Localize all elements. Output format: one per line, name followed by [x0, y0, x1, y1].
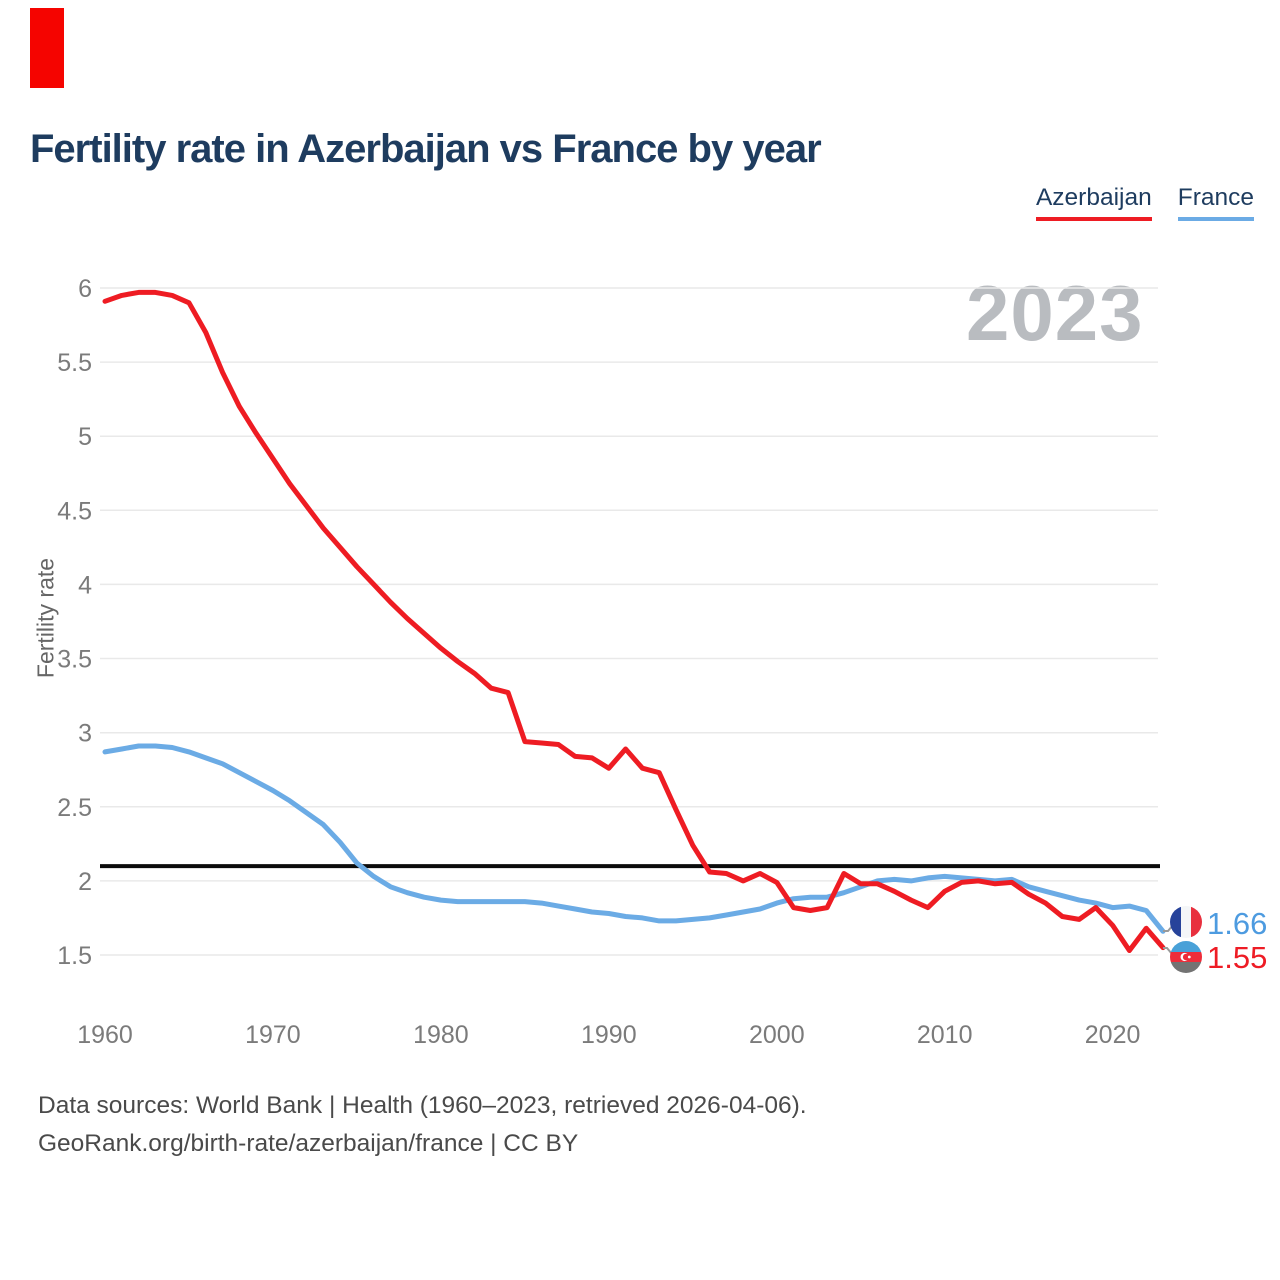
y-tick-label: 5: [78, 423, 92, 451]
end-value-azerbaijan: 1.55: [1207, 940, 1268, 975]
y-tick-label: 3: [78, 720, 92, 748]
france-flag-icon: [1170, 906, 1202, 938]
x-tick-label: 2010: [917, 1021, 973, 1049]
x-tick-label: 1990: [581, 1021, 637, 1049]
series-line-france[interactable]: [102, 743, 1166, 934]
legend-item-france[interactable]: France: [1177, 184, 1254, 221]
end-value-france: 1.66: [1207, 906, 1268, 941]
red-marker: [30, 8, 64, 88]
leader-line-azerbaijan: [1163, 947, 1173, 955]
y-tick-label: 2.5: [57, 794, 92, 822]
x-tick-label: 1980: [413, 1021, 469, 1049]
y-tick-label: 2: [78, 868, 92, 896]
x-tick-label: 2020: [1085, 1021, 1141, 1049]
y-tick-label: 4.5: [57, 497, 92, 525]
source-line-2: GeoRank.org/birth-rate/azerbaijan/france…: [38, 1130, 579, 1157]
legend: Azerbaijan France: [1035, 184, 1254, 221]
x-tick-label: 1960: [77, 1021, 133, 1049]
legend-item-azerbaijan[interactable]: Azerbaijan: [1035, 184, 1152, 221]
page-title: Fertility rate in Azerbaijan vs France b…: [30, 126, 822, 171]
source-note: Data sources: World Bank | Health (1960–…: [38, 1087, 807, 1163]
azerbaijan-flag-icon: [1170, 941, 1202, 973]
y-tick-label: 3.5: [57, 646, 92, 674]
y-tick-label: 6: [78, 275, 92, 303]
series-line-azerbaijan[interactable]: [102, 289, 1166, 953]
x-tick-label: 2000: [749, 1021, 805, 1049]
x-tick-label: 1970: [245, 1021, 301, 1049]
watermark-year: 2023: [966, 269, 1144, 357]
y-tick-label: 4: [78, 571, 92, 599]
source-line-1: Data sources: World Bank | Health (1960–…: [38, 1092, 807, 1119]
y-tick-label: 1.5: [57, 942, 92, 970]
y-tick-label: 5.5: [57, 349, 92, 377]
